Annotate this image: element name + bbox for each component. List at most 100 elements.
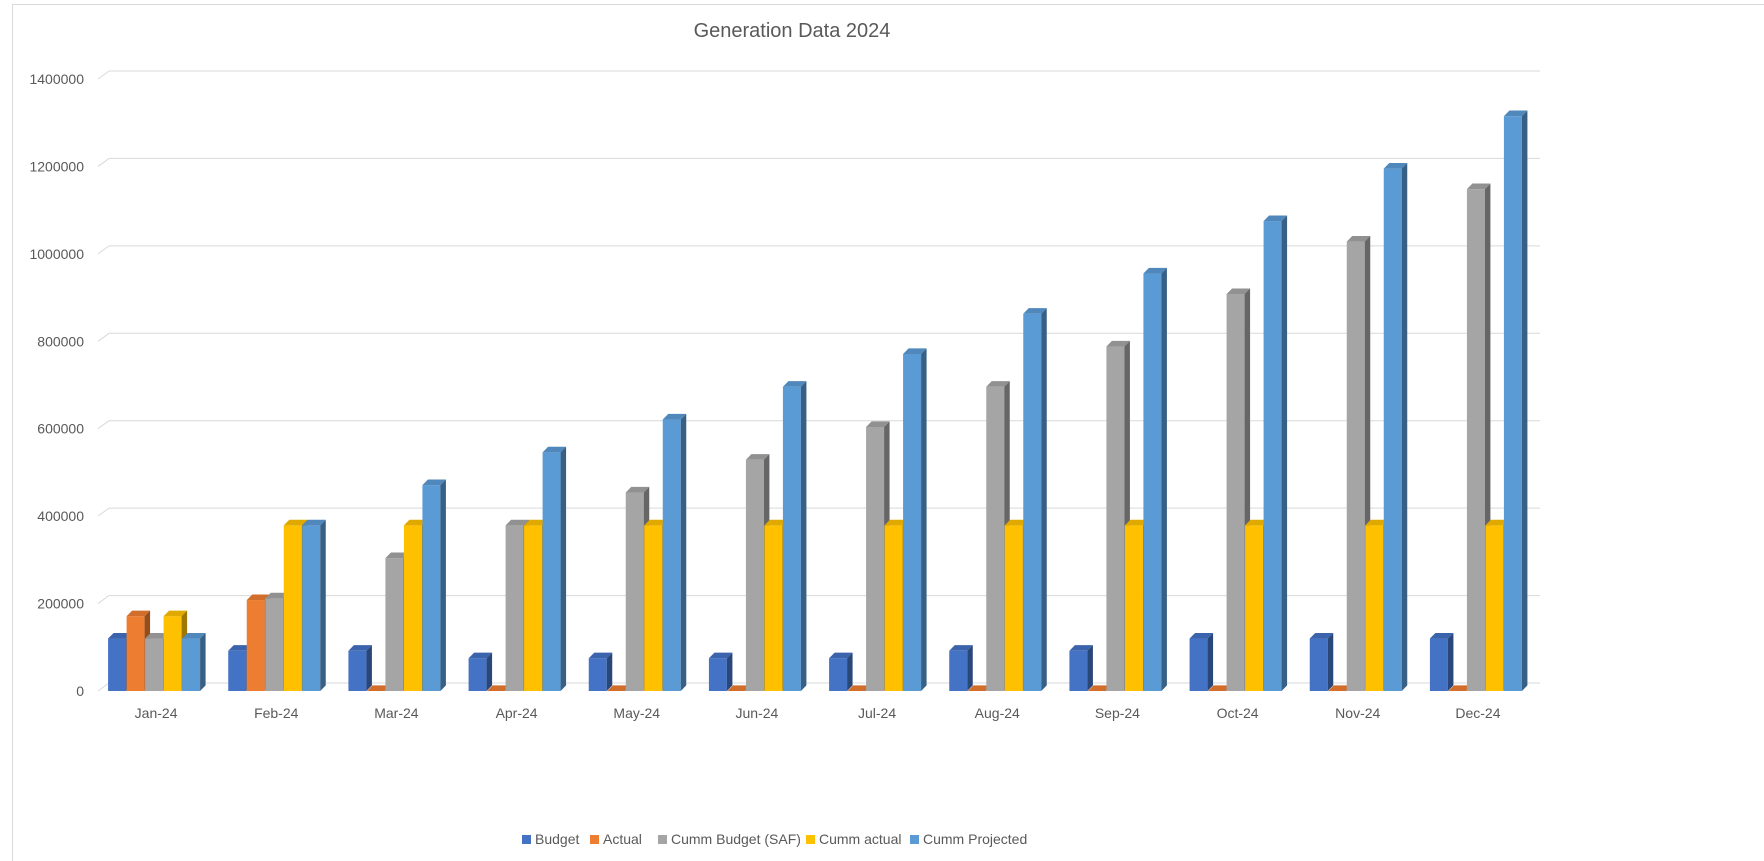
bar-front (884, 525, 903, 691)
legend-swatch (806, 835, 815, 844)
legend-label: Cumm actual (819, 831, 901, 847)
bar-front (1143, 273, 1162, 691)
bar-cumm-projected-dec-24 (1503, 110, 1528, 692)
bar-front (1124, 525, 1143, 691)
bar-top (1124, 519, 1149, 526)
bar-top (1245, 519, 1269, 526)
bar-top (662, 413, 687, 420)
bar-front (1383, 168, 1402, 692)
legend-item: Cumm actual (806, 831, 901, 847)
legend-swatch (590, 835, 599, 844)
bar-side (1281, 215, 1288, 691)
bar-front (1485, 525, 1504, 691)
bar-side (366, 645, 372, 691)
bar-cumm-projected-mar-24 (422, 479, 446, 691)
bar-budget-jun-24 (708, 652, 733, 691)
bar-front (182, 638, 201, 691)
bar-top (607, 685, 631, 691)
bar-side (1041, 308, 1047, 691)
bar-top (182, 632, 206, 639)
bar-top (163, 610, 188, 617)
bar-budget-sep-24 (1069, 645, 1093, 691)
bar-side (1401, 163, 1408, 691)
bar-front (1069, 650, 1088, 691)
bar-top (348, 645, 372, 651)
bar-top (1004, 519, 1029, 526)
bar-front (1226, 294, 1245, 691)
bar-top (108, 632, 132, 639)
bar-actual-dec-24 (1448, 685, 1472, 691)
x-tick-label: Aug-24 (975, 705, 1020, 721)
legend-item: Cumm Budget (SAF) (658, 831, 801, 847)
bar-actual-nov-24 (1328, 685, 1352, 691)
bar-top (903, 348, 927, 354)
x-tick-label: Jan-24 (135, 705, 178, 721)
bar-top (542, 446, 567, 453)
bar-side (1447, 632, 1454, 691)
bar-cumm-projected-apr-24 (542, 446, 567, 691)
bar-top (986, 381, 1010, 387)
gridline-diag (97, 158, 110, 167)
bar-cumm-projected-aug-24 (1023, 308, 1047, 691)
bar-top (246, 594, 271, 601)
bar-front (1245, 525, 1264, 691)
x-tick-label: Sep-24 (1095, 705, 1140, 721)
bar-front (745, 459, 764, 691)
x-tick-label: Nov-24 (1335, 705, 1380, 721)
bar-top (487, 685, 511, 691)
bar-side (440, 479, 446, 691)
chart-title: Generation Data 2024 (694, 20, 891, 42)
bar-top (1448, 685, 1472, 691)
bar-front (385, 558, 404, 691)
bar-front (524, 525, 543, 691)
bar-actual-aug-24 (967, 685, 992, 691)
bar-actual-mar-24 (366, 685, 391, 691)
bar-side (1207, 632, 1214, 691)
bar-side (486, 652, 493, 691)
bar-front (1309, 638, 1328, 691)
y-tick-label: 1000000 (29, 246, 84, 262)
bar-budget-mar-24 (348, 645, 372, 691)
bar-front (126, 616, 145, 691)
x-tick-label: Mar-24 (374, 705, 419, 721)
legend: Budget Actual Cumm Budget (SAF) Cumm actual… (522, 831, 1027, 847)
bar-top (1346, 236, 1371, 242)
y-tick-label: 1200000 (29, 158, 84, 174)
gridline-diag (97, 507, 110, 517)
bar-top (145, 632, 169, 639)
bar-front (1263, 221, 1282, 692)
bar-top (422, 479, 446, 486)
bar-front (644, 525, 663, 691)
bar-top (764, 519, 788, 526)
bar-top (468, 652, 493, 659)
legend-swatch (658, 835, 667, 844)
bar-top (283, 519, 308, 526)
legend-item: Actual (590, 831, 642, 847)
bar-front (782, 386, 801, 691)
gridline-diag (97, 595, 110, 604)
bar-front (986, 386, 1005, 691)
bar-top (265, 592, 289, 599)
bar-top (1485, 519, 1509, 526)
bar-top (829, 652, 853, 659)
y-axis-ticks: 0 200000 400000 600000 800000 1000000 1200000 1… (29, 71, 84, 699)
bar-top (385, 552, 409, 559)
x-tick-label: Oct-24 (1217, 705, 1259, 721)
bar-top (1106, 340, 1130, 347)
bar-actual-sep-24 (1087, 685, 1112, 691)
bar-top (1023, 308, 1047, 314)
bar-side (320, 519, 326, 691)
bar-top (1503, 110, 1528, 117)
bar-top (866, 421, 890, 427)
bar-front (1023, 313, 1042, 691)
bar-side (200, 632, 206, 691)
bar-side (726, 652, 733, 691)
bar-actual-jun-24 (727, 685, 751, 691)
bar-cumm-projected-jun-24 (782, 381, 807, 691)
bar-front (228, 650, 247, 691)
bar-front (764, 525, 783, 691)
bar-side (1161, 267, 1167, 691)
bar-top (1087, 685, 1112, 691)
bar-side (1087, 645, 1093, 691)
bar-top (708, 652, 733, 659)
